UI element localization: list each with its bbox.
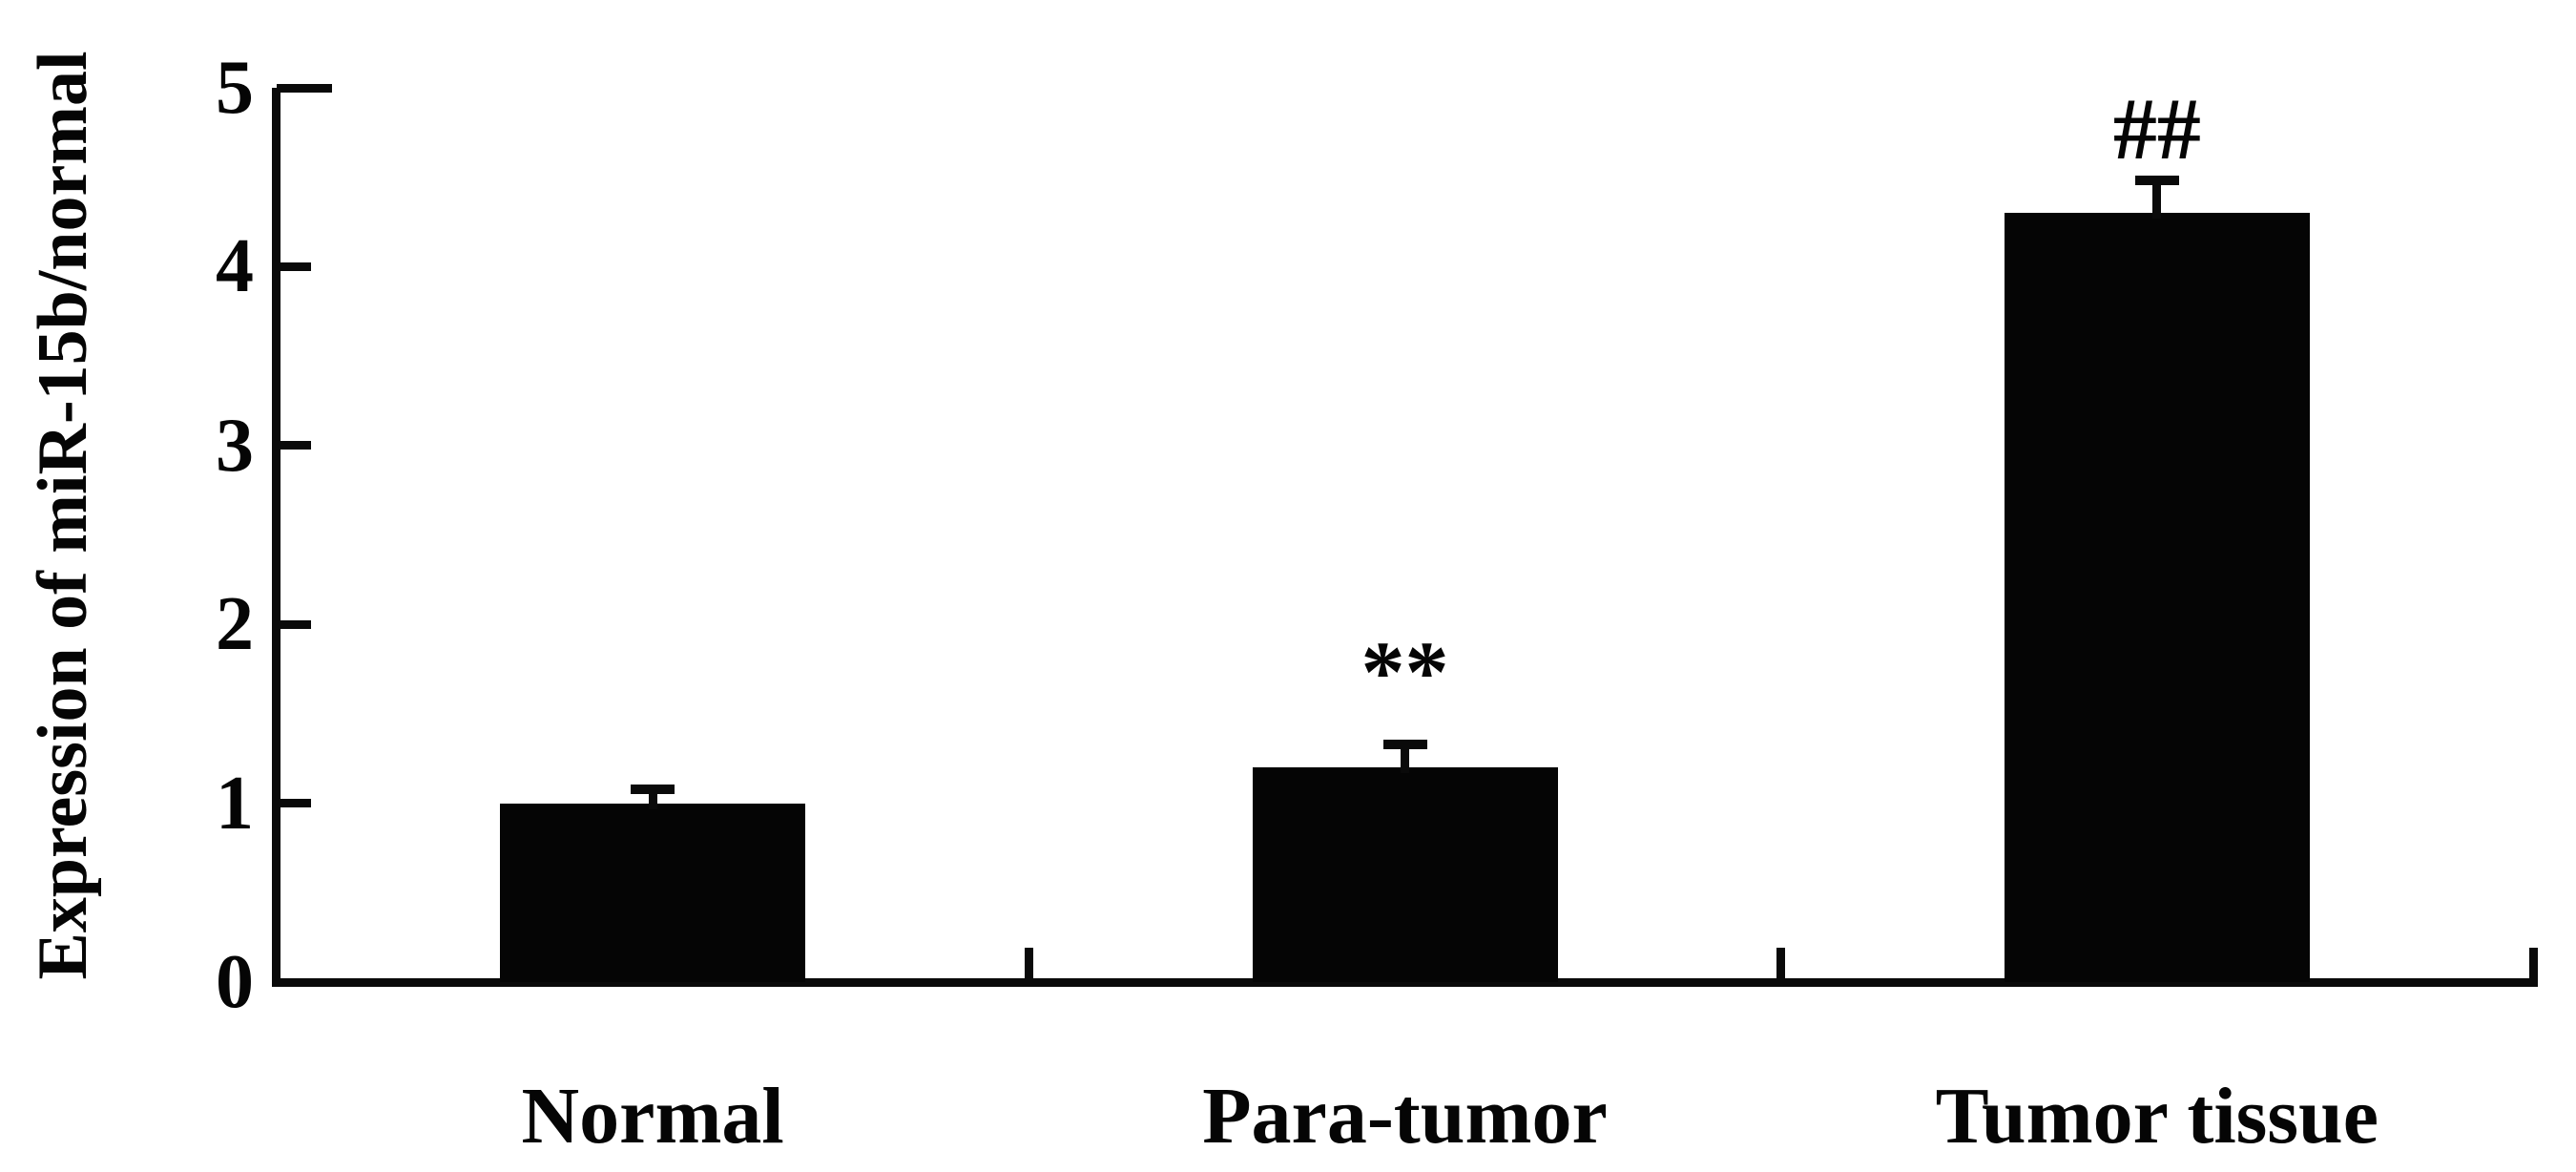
error-bar-stem bbox=[648, 788, 657, 809]
y-tick-mark bbox=[277, 262, 311, 271]
y-tick-label: 1 bbox=[216, 761, 254, 846]
significance-annotation: ## bbox=[2112, 80, 2201, 178]
y-axis-line bbox=[272, 88, 280, 987]
y-tick-mark bbox=[277, 619, 311, 629]
bar-tumor-tissue bbox=[2004, 213, 2310, 982]
error-bar-cap bbox=[631, 784, 675, 794]
x-tick-mark bbox=[1024, 948, 1033, 978]
y-tick-mark bbox=[277, 83, 332, 93]
y-tick-label: 2 bbox=[216, 582, 254, 667]
category-label-normal: Normal bbox=[521, 1072, 784, 1161]
error-bar-stem bbox=[1401, 743, 1409, 774]
y-tick-label: 0 bbox=[216, 940, 254, 1024]
significance-annotation: ** bbox=[1361, 622, 1449, 721]
bar-normal bbox=[500, 803, 806, 982]
y-tick-mark bbox=[277, 799, 311, 808]
error-bar-stem bbox=[2152, 180, 2162, 220]
error-bar-cap bbox=[2134, 176, 2179, 186]
y-tick-label: 4 bbox=[216, 224, 254, 309]
x-tick-mark bbox=[2528, 948, 2538, 978]
bar-para-tumor bbox=[1252, 767, 1558, 982]
x-tick-mark bbox=[1776, 948, 1786, 978]
category-label-tumor-tissue: Tumor tissue bbox=[1935, 1072, 2379, 1161]
y-axis-title: Expression of miR-15b/normal bbox=[24, 51, 102, 980]
error-bar-cap bbox=[1382, 739, 1427, 749]
category-label-para-tumor: Para-tumor bbox=[1202, 1072, 1608, 1161]
y-tick-label: 3 bbox=[216, 403, 254, 488]
y-tick-label: 5 bbox=[216, 46, 254, 130]
x-axis-line bbox=[272, 978, 2538, 987]
y-tick-mark bbox=[277, 441, 311, 450]
